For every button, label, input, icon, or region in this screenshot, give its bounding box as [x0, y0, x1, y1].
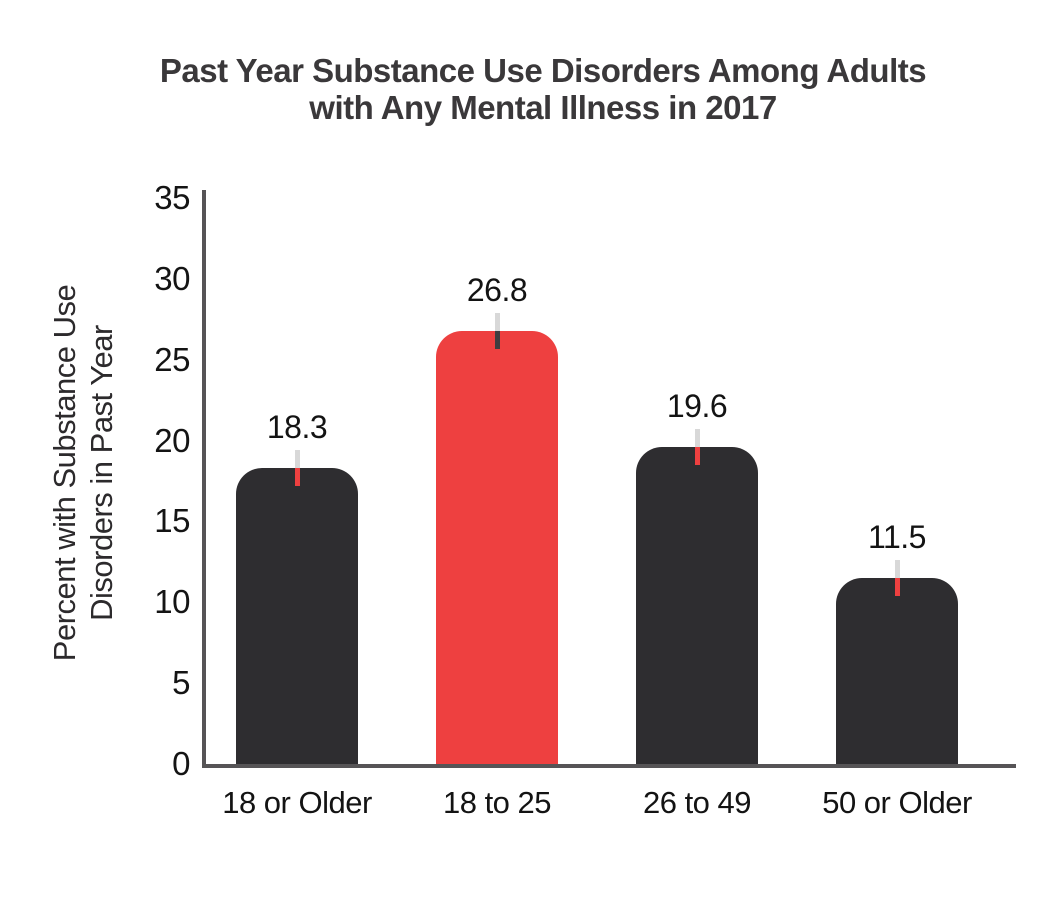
x-axis-baseline: [202, 764, 1016, 768]
x-axis-label: 26 to 49: [642, 785, 752, 820]
x-axis-label: 50 or Older: [822, 785, 972, 820]
error-whisker-upper: [495, 312, 500, 331]
x-axis-label: 18 to 25: [442, 785, 552, 820]
chart-title: Past Year Substance Use Disorders Among …: [13, 52, 1060, 126]
x-axis-label: 18 or Older: [222, 785, 372, 820]
error-whisker-upper: [295, 450, 300, 469]
y-tick-label-15: 15: [154, 502, 190, 540]
chart-title-line2: with Any Mental Illness in 2017: [309, 89, 777, 126]
bar-26-to-49: [636, 447, 758, 764]
bar-18-or-older: [236, 468, 358, 764]
error-whisker-lower: [695, 447, 700, 466]
error-whisker-lower: [495, 330, 500, 349]
y-tick-label-35: 35: [154, 179, 190, 216]
value-label: 11.5: [868, 519, 926, 556]
bar-50-or-older: [836, 578, 958, 764]
error-whisker-upper: [695, 429, 700, 448]
value-label: 18.3: [266, 409, 328, 446]
error-whisker-lower: [895, 578, 900, 597]
error-whisker-upper: [895, 560, 900, 579]
bar-18-to-25: [436, 330, 558, 764]
chart-title-line1: Past Year Substance Use Disorders Among …: [159, 52, 927, 89]
y-tick-label-5: 5: [172, 664, 190, 702]
y-axis-title-line2: Disorders in Past Year: [84, 325, 119, 621]
y-tick-label-20: 20: [154, 421, 190, 459]
value-label: 26.8: [466, 271, 528, 308]
y-axis-title: Percent with Substance Use Disorders in …: [46, 285, 120, 661]
value-label: 19.6: [666, 388, 728, 425]
y-tick-label-0: 0: [172, 745, 190, 782]
y-tick-label-10: 10: [154, 583, 190, 621]
error-whisker-lower: [295, 468, 300, 487]
y-axis-line: [202, 190, 206, 768]
y-tick-label-30: 30: [154, 259, 190, 297]
y-axis-title-line1: Percent with Substance Use: [47, 284, 82, 662]
y-tick-label-25: 25: [154, 340, 190, 378]
